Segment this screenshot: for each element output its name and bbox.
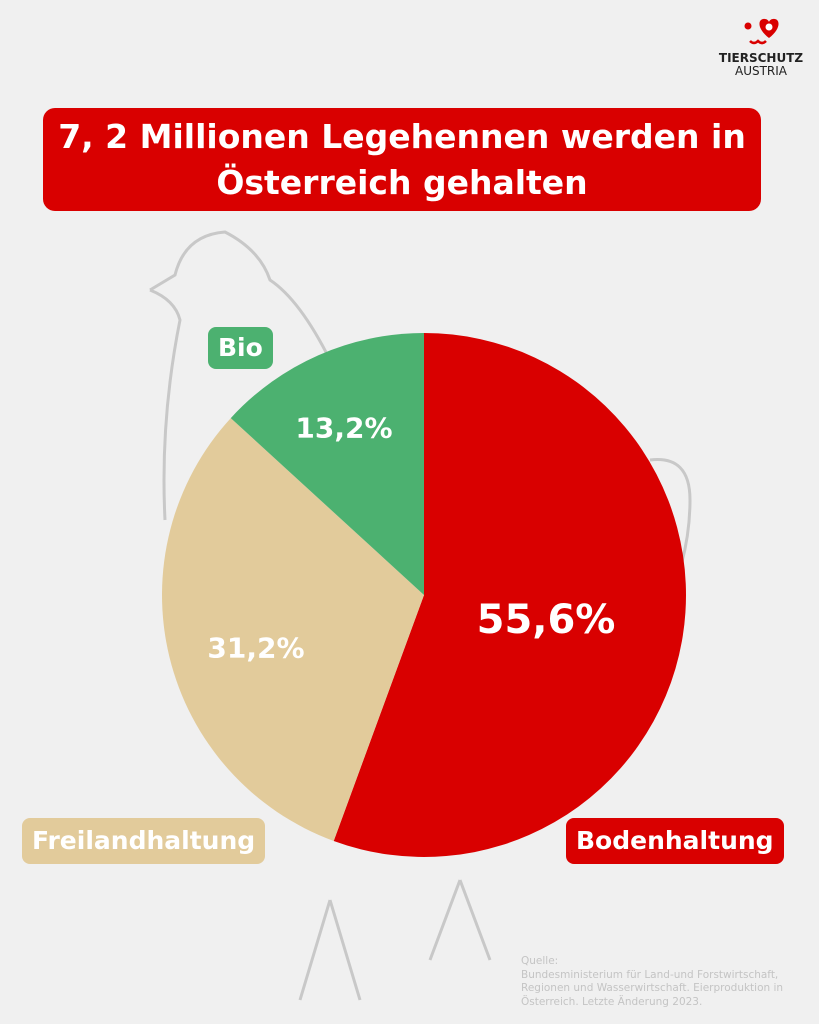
source-heading: Quelle: bbox=[521, 955, 559, 967]
legend-freilandhaltung: Freilandhaltung bbox=[22, 818, 266, 864]
legend-bio: Bio bbox=[208, 327, 273, 369]
pct-label-freilandhaltung: 31,2% bbox=[207, 631, 305, 665]
title-line-2: Österreich gehalten bbox=[216, 162, 588, 202]
pct-label-bio: 13,2% bbox=[295, 411, 393, 445]
logo-line2: AUSTRIA bbox=[734, 64, 788, 78]
pct-label-bodenhaltung: 55,6% bbox=[476, 597, 616, 643]
logo-line1: TIERSCHUTZ bbox=[718, 51, 804, 65]
tierschutz-austria-logo: TIERSCHUTZ AUSTRIA bbox=[706, 14, 816, 78]
title-line-1: 7, 2 Millionen Legehennen werden in bbox=[58, 116, 746, 156]
legend-bodenhaltung: Bodenhaltung bbox=[566, 818, 784, 864]
dog-heart-icon bbox=[744, 18, 779, 45]
pie-slice-bio bbox=[230, 333, 424, 595]
pie-slice-bodenhaltung bbox=[333, 333, 687, 857]
chart-title: 7, 2 Millionen Legehennen werden in Öste… bbox=[43, 108, 761, 211]
source-text: Bundesministerium für Land-und Forstwirt… bbox=[521, 968, 784, 1008]
pie-slice-freilandhaltung bbox=[162, 418, 424, 841]
source-note: Quelle: Bundesministerium für Land-und F… bbox=[521, 955, 811, 1009]
